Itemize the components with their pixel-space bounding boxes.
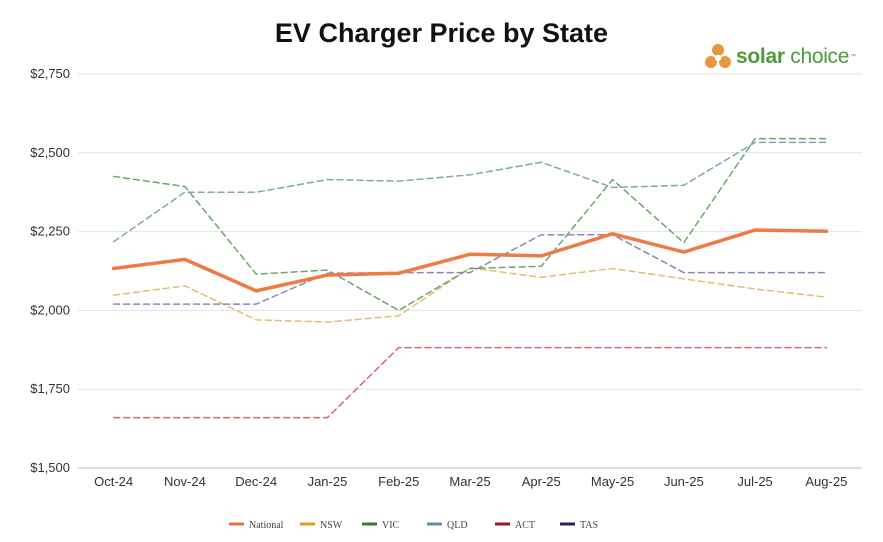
y-tick-label: $1,500 <box>30 460 70 475</box>
series-vic <box>112 137 828 312</box>
sun-logo-icon <box>705 44 731 68</box>
grid-lines <box>78 73 862 469</box>
x-tick-label: Feb-25 <box>378 474 419 489</box>
logo-text: solar choice <box>736 45 850 68</box>
y-tick-label: $2,750 <box>30 66 70 81</box>
legend-label: TAS <box>580 520 598 531</box>
y-tick-label: $2,250 <box>30 224 70 239</box>
x-tick-label: Dec-24 <box>235 474 277 489</box>
x-tick-label: Nov-24 <box>164 474 206 489</box>
solar-choice-logo: solar choice ™ <box>704 42 856 72</box>
legend-item-nsw: NSW <box>300 520 343 531</box>
series-line <box>111 228 829 293</box>
series-line <box>112 346 828 419</box>
chart-title: EV Charger Price by State <box>274 18 609 48</box>
series-national <box>111 228 829 293</box>
x-axis-ticks: Oct-24 Nov-24 Dec-24 Jan-25 Feb-25 Mar-25 Apr-… <box>94 474 847 489</box>
y-tick-label: $2,500 <box>30 145 70 160</box>
legend-item-national: National <box>229 520 284 531</box>
x-tick-label: Jul-25 <box>737 474 772 489</box>
y-tick-label: $1,750 <box>30 381 70 396</box>
x-tick-label: Aug-25 <box>805 474 847 489</box>
series-lines <box>111 137 829 419</box>
series-tas <box>112 234 828 305</box>
series-line <box>112 141 828 243</box>
legend-label: ACT <box>515 520 535 531</box>
x-tick-label: May-25 <box>591 474 634 489</box>
series-act <box>112 346 828 419</box>
legend-item-act: ACT <box>495 520 535 531</box>
legend-item-qld: QLD <box>427 520 468 531</box>
legend-label: QLD <box>447 520 468 531</box>
legend-label: National <box>249 520 284 531</box>
x-tick-label: Mar-25 <box>449 474 490 489</box>
x-tick-label: Oct-24 <box>94 474 133 489</box>
legend: National NSW VIC QLD ACT TAS <box>229 520 598 531</box>
series-line <box>112 234 828 305</box>
legend-label: VIC <box>382 520 400 531</box>
y-axis-ticks: $1,500 $1,750 $2,000 $2,250 $2,500 $2,750 <box>30 66 70 475</box>
legend-label: NSW <box>320 520 343 531</box>
legend-item-tas: TAS <box>560 520 598 531</box>
series-qld <box>112 141 828 243</box>
legend-item-vic: VIC <box>362 520 400 531</box>
x-tick-label: Jan-25 <box>308 474 348 489</box>
x-tick-label: Jun-25 <box>664 474 704 489</box>
x-tick-label: Apr-25 <box>522 474 561 489</box>
y-tick-label: $2,000 <box>30 302 70 317</box>
